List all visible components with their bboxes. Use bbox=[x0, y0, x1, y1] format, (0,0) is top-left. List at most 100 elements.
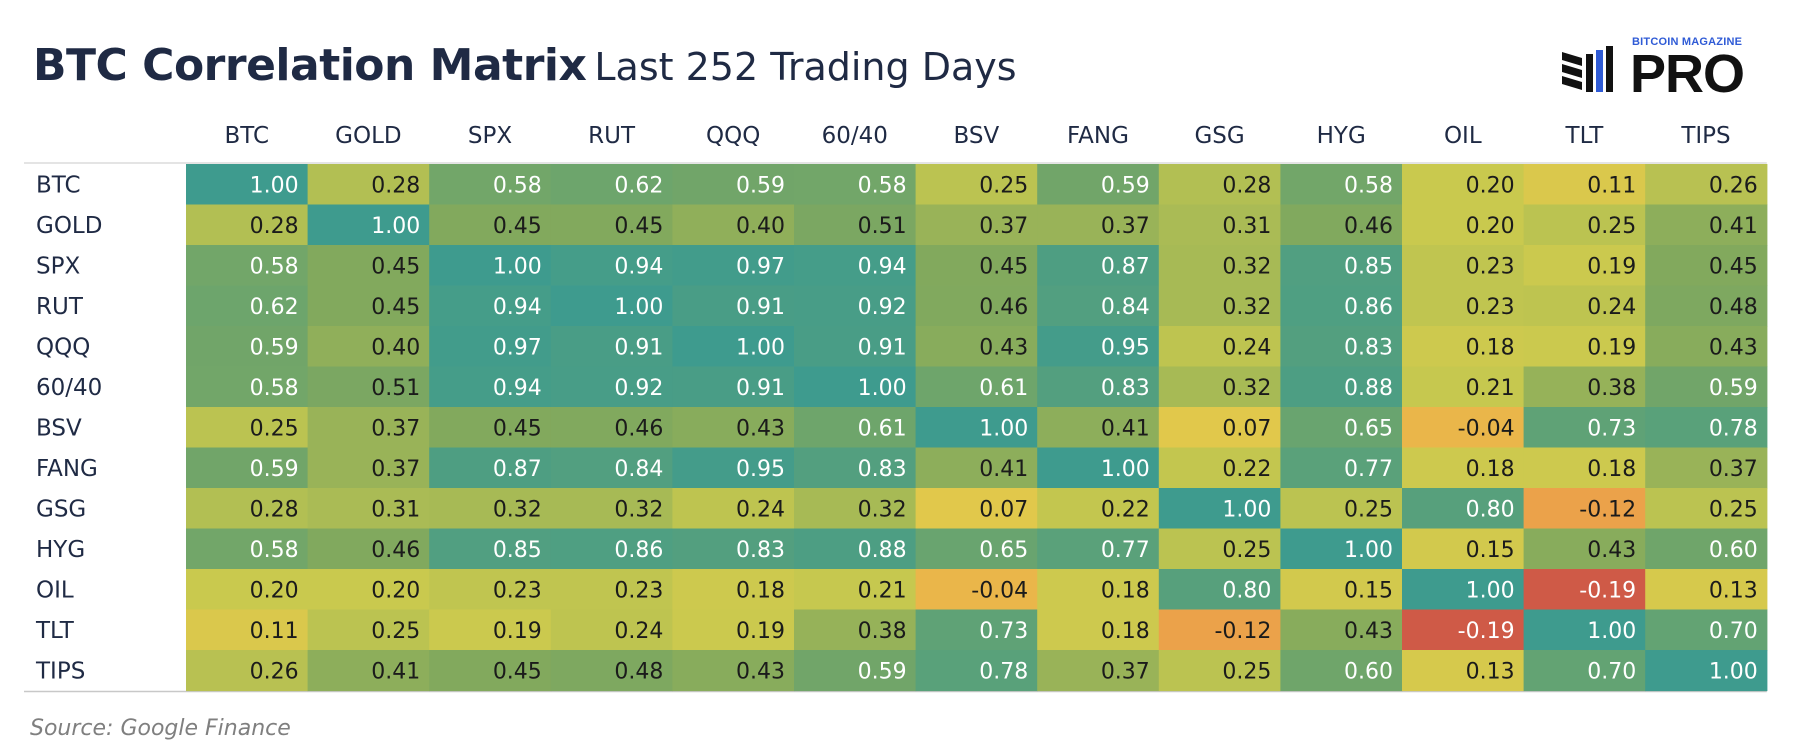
cell-value-label: 0.62 bbox=[614, 173, 663, 198]
heatmap-cell bbox=[1402, 164, 1525, 206]
heatmap-cell bbox=[307, 528, 430, 570]
cell-value-label: 0.43 bbox=[979, 335, 1028, 360]
heatmap-cell bbox=[794, 569, 917, 611]
cell-value-label: 0.18 bbox=[1101, 578, 1150, 603]
cell-value-label: 0.26 bbox=[1709, 173, 1758, 198]
cell-value-label: 1.00 bbox=[493, 254, 542, 279]
cell-value-label: 0.65 bbox=[979, 538, 1028, 563]
cell-value-label: 0.41 bbox=[1101, 416, 1150, 441]
heatmap-cell bbox=[1402, 407, 1525, 449]
heatmap-cell bbox=[672, 164, 795, 206]
row-header: GOLD bbox=[36, 213, 102, 239]
heatmap-cell bbox=[1523, 366, 1646, 408]
heatmap-cell bbox=[307, 366, 430, 408]
heatmap-cell bbox=[1645, 650, 1768, 692]
cell-value-label: 0.92 bbox=[614, 376, 663, 401]
heatmap-cell bbox=[672, 447, 795, 489]
cell-value-label: 0.58 bbox=[250, 376, 299, 401]
cell-value-label: 0.59 bbox=[250, 457, 299, 482]
cell-value-label: 0.95 bbox=[1101, 335, 1150, 360]
cell-value-label: 1.00 bbox=[858, 376, 907, 401]
cell-value-label: 0.58 bbox=[250, 254, 299, 279]
heatmap-cell bbox=[307, 569, 430, 611]
heatmap-cell bbox=[1280, 569, 1403, 611]
heatmap-cell bbox=[550, 528, 673, 570]
cell-value-label: 0.87 bbox=[1101, 254, 1150, 279]
heatmap-cell bbox=[794, 164, 917, 206]
heatmap-cell bbox=[1402, 528, 1525, 570]
cell-value-label: 0.97 bbox=[493, 335, 542, 360]
heatmap-cell bbox=[1523, 245, 1646, 287]
subtitle-text: Last 252 Trading Days bbox=[594, 45, 1017, 89]
heatmap-cell bbox=[307, 609, 430, 651]
heatmap-cell bbox=[550, 569, 673, 611]
heatmap-cell bbox=[1280, 245, 1403, 287]
cell-value-label: 0.45 bbox=[614, 214, 663, 239]
heatmap-cell bbox=[307, 488, 430, 530]
heatmap-cell bbox=[794, 528, 917, 570]
heatmap-cell bbox=[1158, 285, 1281, 327]
cell-value-label: 0.48 bbox=[614, 659, 663, 684]
cell-value-label: -0.04 bbox=[971, 578, 1028, 603]
cell-value-label: 0.77 bbox=[1344, 457, 1393, 482]
heatmap-cell bbox=[1523, 650, 1646, 692]
brand-top-text: BITCOIN MAGAZINE bbox=[1632, 36, 1743, 48]
cell-value-label: 0.40 bbox=[371, 335, 420, 360]
cell-value-label: 0.92 bbox=[858, 295, 907, 320]
heatmap-cell bbox=[1523, 285, 1646, 327]
heatmap-cell bbox=[550, 650, 673, 692]
cell-value-label: 0.43 bbox=[736, 416, 785, 441]
cell-value-label: 0.59 bbox=[1101, 173, 1150, 198]
heatmap-cell bbox=[186, 447, 309, 489]
cell-value-label: 0.51 bbox=[371, 376, 420, 401]
heatmap-cell bbox=[429, 326, 552, 368]
heatmap-cell bbox=[186, 366, 309, 408]
row-header: BTC bbox=[36, 172, 81, 198]
cell-value-label: 0.46 bbox=[979, 295, 1028, 320]
cell-value-label: 0.91 bbox=[736, 295, 785, 320]
heatmap-cell bbox=[429, 164, 552, 206]
heatmap-cell bbox=[550, 326, 673, 368]
cell-value-label: 0.15 bbox=[1344, 578, 1393, 603]
cell-value-label: 1.00 bbox=[1344, 538, 1393, 563]
cell-value-label: 0.41 bbox=[371, 659, 420, 684]
cell-value-label: 0.37 bbox=[1101, 214, 1150, 239]
cell-value-label: 0.18 bbox=[1466, 457, 1515, 482]
cell-value-label: 0.94 bbox=[858, 254, 907, 279]
cell-value-label: 0.59 bbox=[1709, 376, 1758, 401]
row-header: BSV bbox=[36, 415, 82, 441]
cell-value-label: 1.00 bbox=[1466, 578, 1515, 603]
heatmap-cell bbox=[186, 609, 309, 651]
cell-value-label: 0.41 bbox=[979, 457, 1028, 482]
heatmap-cell bbox=[550, 164, 673, 206]
cell-value-label: 0.13 bbox=[1466, 659, 1515, 684]
row-header: QQQ bbox=[36, 334, 90, 360]
cell-value-label: 0.59 bbox=[858, 659, 907, 684]
heatmap-cell bbox=[1523, 609, 1646, 651]
cell-value-label: 0.46 bbox=[614, 416, 663, 441]
column-header: OIL bbox=[1444, 123, 1482, 149]
cell-value-label: 0.32 bbox=[1222, 376, 1271, 401]
cell-value-label: 0.11 bbox=[1587, 173, 1636, 198]
heatmap-cell bbox=[1158, 528, 1281, 570]
heatmap-cell bbox=[1645, 609, 1768, 651]
cell-value-label: 0.85 bbox=[1344, 254, 1393, 279]
row-header: TLT bbox=[35, 618, 75, 644]
cell-value-label: 0.45 bbox=[493, 659, 542, 684]
column-header: BTC bbox=[225, 123, 270, 149]
cell-value-label: 0.19 bbox=[1587, 335, 1636, 360]
heatmap-cell bbox=[186, 164, 309, 206]
cell-value-label: 0.95 bbox=[736, 457, 785, 482]
cell-value-label: 0.38 bbox=[1587, 376, 1636, 401]
cell-value-label: 1.00 bbox=[979, 416, 1028, 441]
cell-value-label: 0.94 bbox=[493, 295, 542, 320]
heatmap-cell bbox=[1158, 609, 1281, 651]
heatmap-cell bbox=[1037, 164, 1160, 206]
heatmap-cell bbox=[794, 407, 917, 449]
heatmap-cell bbox=[672, 407, 795, 449]
cell-value-label: 0.32 bbox=[493, 497, 542, 522]
heatmap-cell bbox=[1402, 326, 1525, 368]
heatmap-cell bbox=[672, 528, 795, 570]
heatmap-cell bbox=[915, 447, 1038, 489]
heatmap-cell bbox=[794, 285, 917, 327]
